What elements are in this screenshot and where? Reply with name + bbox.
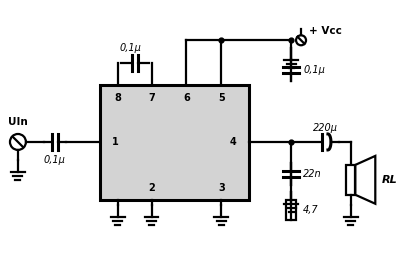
Text: 5: 5 xyxy=(218,93,225,103)
Text: 8: 8 xyxy=(114,93,121,103)
Text: 22n: 22n xyxy=(303,169,322,179)
Text: 7: 7 xyxy=(148,93,155,103)
Text: 0,1μ: 0,1μ xyxy=(44,155,66,165)
Text: 4: 4 xyxy=(230,137,237,147)
Text: + Vcc: + Vcc xyxy=(309,26,342,36)
Bar xyxy=(286,200,296,220)
Text: 3: 3 xyxy=(218,183,225,193)
Text: 6: 6 xyxy=(183,93,190,103)
Text: 0,1μ: 0,1μ xyxy=(303,65,325,75)
Text: 2: 2 xyxy=(148,183,155,193)
FancyBboxPatch shape xyxy=(100,85,249,200)
Polygon shape xyxy=(355,156,375,204)
Bar xyxy=(346,165,355,195)
Text: 4,7: 4,7 xyxy=(303,205,319,215)
Text: 1: 1 xyxy=(112,137,119,147)
Text: 0,1μ: 0,1μ xyxy=(120,43,142,53)
Text: 220μ: 220μ xyxy=(312,123,338,133)
Text: RL: RL xyxy=(381,175,397,185)
Text: UIn: UIn xyxy=(8,117,28,127)
